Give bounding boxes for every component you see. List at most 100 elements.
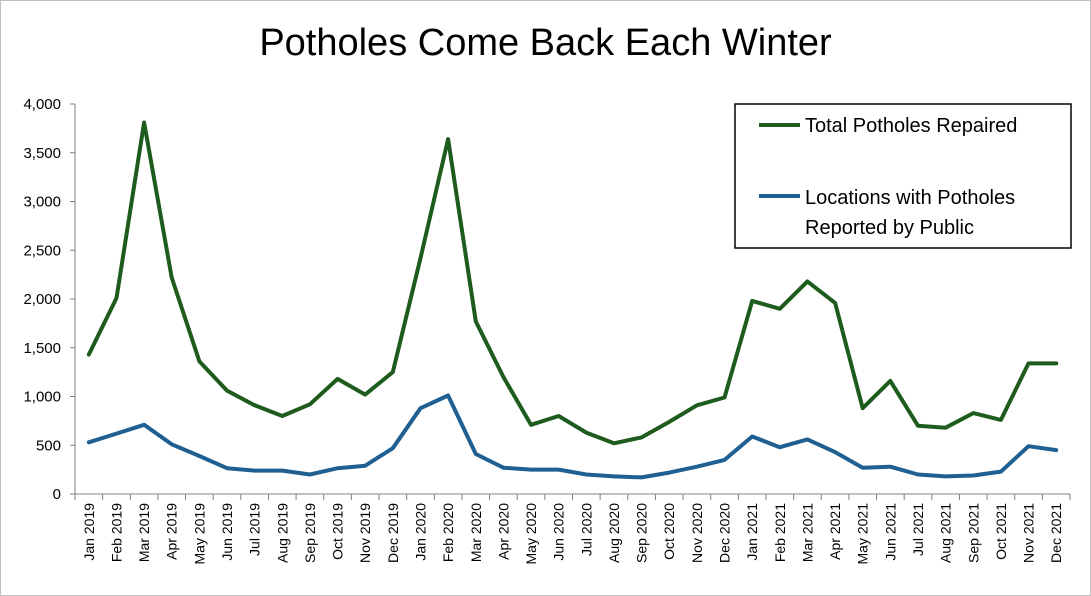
data-point	[336, 377, 340, 381]
x-tick-label: Feb 2020	[440, 503, 456, 562]
y-tick-label: 3,500	[23, 145, 61, 162]
data-point	[944, 426, 948, 430]
x-tick-label: Oct 2019	[330, 503, 346, 560]
data-point	[999, 418, 1003, 422]
data-point	[861, 466, 865, 470]
legend-label-2: Reported by Public	[805, 217, 974, 239]
data-point	[1027, 444, 1030, 448]
x-tick-label: Nov 2019	[357, 503, 373, 563]
data-point	[1054, 448, 1058, 452]
x-tick-label: Jan 2021	[744, 503, 760, 561]
x-tick-label: Jul 2021	[910, 503, 926, 556]
data-point	[501, 375, 505, 379]
x-tick-label: Mar 2019	[136, 503, 152, 562]
y-tick-label: 3,000	[23, 194, 61, 211]
data-point	[280, 469, 284, 473]
data-point	[916, 424, 920, 428]
data-point	[557, 414, 561, 418]
data-point	[612, 474, 616, 478]
data-point	[667, 471, 671, 475]
data-point	[474, 319, 478, 323]
x-tick-label: Apr 2021	[827, 503, 843, 560]
x-tick-label: Apr 2019	[164, 503, 180, 560]
data-point	[944, 474, 948, 478]
legend-box	[734, 103, 1072, 249]
x-tick-label: Jul 2020	[578, 503, 594, 556]
data-point	[723, 458, 726, 462]
legend-label-2: Locations with Potholes	[805, 187, 1015, 209]
data-point	[391, 446, 395, 450]
data-point	[115, 432, 118, 436]
series-lines	[86, 120, 1059, 480]
data-point	[142, 423, 146, 427]
x-tick-label: Mar 2020	[468, 503, 484, 562]
data-point	[750, 299, 754, 303]
data-point	[971, 411, 975, 415]
data-point	[584, 431, 588, 435]
x-tick-label: Nov 2020	[689, 503, 705, 563]
y-tick-label: 2,000	[23, 291, 61, 308]
x-tick-label: Jun 2019	[219, 503, 235, 561]
data-point	[501, 466, 505, 470]
x-tick-label: Sep 2021	[965, 503, 981, 563]
chart-title: Potholes Come Back Each Winter	[259, 22, 832, 64]
x-tick-label: Feb 2019	[108, 503, 124, 562]
series-line-1	[86, 120, 1059, 446]
data-point	[253, 469, 257, 473]
data-point	[805, 437, 809, 441]
x-tick-label: Aug 2021	[938, 503, 954, 563]
data-point	[888, 465, 892, 469]
data-point	[971, 474, 975, 477]
data-point	[805, 279, 809, 283]
y-tick-label: 500	[36, 437, 61, 454]
data-point	[833, 450, 837, 454]
x-tick-label: May 2019	[191, 503, 207, 565]
data-point	[308, 402, 312, 406]
x-tick-label: Jan 2020	[412, 503, 428, 561]
data-point	[142, 121, 146, 124]
x-tick-label: Sep 2019	[302, 503, 318, 563]
data-point	[723, 396, 726, 399]
data-point	[584, 473, 588, 476]
x-tick-label: Feb 2021	[772, 503, 788, 562]
y-axis-ticks: 0 500 1,000 1,500 2,000 2,500 3,000 3,500 4,000	[23, 96, 75, 503]
data-point	[225, 466, 229, 470]
data-point	[115, 296, 118, 300]
legend: Total Potholes Repaired Locations with Po…	[734, 103, 1072, 249]
x-tick-label: Jul 2019	[247, 503, 263, 556]
data-point	[446, 137, 450, 141]
data-point	[916, 473, 920, 476]
data-point	[778, 307, 782, 311]
series-line-2	[86, 393, 1059, 480]
data-point	[529, 468, 533, 472]
data-point	[474, 452, 478, 456]
data-point	[391, 370, 395, 374]
data-point	[170, 276, 174, 279]
x-tick-label: Mar 2021	[799, 503, 815, 562]
data-point	[833, 301, 837, 305]
data-point	[1027, 361, 1030, 365]
x-tick-label: Apr 2020	[495, 503, 511, 560]
data-point	[87, 440, 91, 444]
data-point	[529, 423, 533, 427]
data-point	[280, 414, 284, 418]
x-tick-label: Aug 2020	[606, 503, 622, 563]
x-tick-label: May 2021	[855, 503, 871, 565]
data-point	[1054, 361, 1058, 365]
x-tick-label: Aug 2019	[274, 503, 290, 563]
data-point	[363, 393, 367, 397]
data-point	[197, 454, 201, 458]
data-point	[557, 468, 561, 472]
y-tick-label: 0	[53, 486, 61, 503]
x-tick-label: Jun 2020	[551, 503, 567, 561]
data-point	[253, 403, 257, 407]
x-tick-label: Sep 2020	[634, 503, 650, 563]
data-point	[667, 420, 671, 424]
data-point	[612, 441, 616, 445]
data-point	[225, 389, 229, 393]
data-point	[336, 466, 340, 470]
x-tick-label: Jan 2019	[81, 503, 97, 561]
y-tick-label: 1,000	[23, 389, 61, 406]
x-tick-label: Dec 2020	[717, 503, 733, 563]
